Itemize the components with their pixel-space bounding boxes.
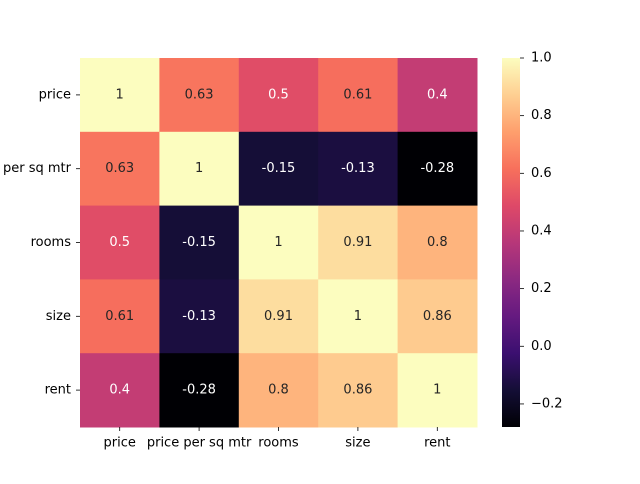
heatmap-cell	[318, 353, 399, 428]
heatmap-cell	[397, 205, 478, 280]
y-tick-label: price per sq mtr	[0, 161, 72, 176]
heatmap-cell	[80, 353, 160, 428]
heatmap-cell-label: 0.63	[185, 87, 214, 102]
heatmap-cell-label: 0.5	[109, 235, 130, 250]
heatmap-cell	[238, 353, 319, 428]
colorbar-tick-label: −0.2	[531, 396, 563, 411]
heatmap-cell-label: 0.61	[105, 309, 134, 324]
heatmap-cell-label: -0.15	[182, 235, 216, 250]
heatmap-cell-label: -0.13	[182, 309, 216, 324]
heatmap-cell	[397, 279, 478, 354]
heatmap-cell-label: 0.63	[105, 161, 134, 176]
heatmap-cell-label: 1	[116, 87, 124, 102]
heatmap-cell-label: 0.91	[343, 235, 372, 250]
heatmap-cell-label: 0.8	[268, 383, 289, 398]
x-tick-label: rent	[424, 436, 450, 451]
heatmap-cell-label: 0.86	[343, 383, 372, 398]
heatmap-cell	[80, 205, 160, 280]
colorbar-tick-label: 0.6	[531, 166, 552, 181]
x-tick-label: size	[345, 436, 370, 451]
heatmap-cell-label: -0.28	[420, 161, 454, 176]
x-tick-label: price	[104, 436, 136, 451]
y-axis-ticks: price price per sq mtr rooms size rent	[0, 87, 80, 398]
heatmap-cell-label: 0.8	[427, 235, 448, 250]
heatmap-cell-labels: 1 0.63 0.5 0.61 0.4 0.63 1 -0.15 -0.13 -0.28 0.5 -0…	[105, 87, 454, 397]
x-axis-ticks: price price per sq mtr rooms size rent	[104, 427, 451, 451]
heatmap-cell	[80, 279, 160, 354]
heatmap-cell	[318, 131, 399, 207]
y-tick-label: price	[39, 87, 71, 102]
heatmap-cell	[397, 353, 478, 428]
heatmap-cell	[159, 353, 240, 428]
colorbar-tick-label: 1.0	[531, 51, 552, 66]
colorbar-tick-label: 0.0	[531, 339, 552, 354]
x-tick-label: price per sq mtr	[147, 436, 252, 451]
x-tick-label: rooms	[258, 436, 299, 451]
y-tick-label: rooms	[31, 235, 72, 250]
heatmap-cell	[318, 279, 399, 354]
heatmap-cell	[80, 131, 160, 207]
colorbar-tick-label: 0.4	[531, 223, 552, 238]
heatmap-cell	[397, 131, 478, 207]
heatmap-cell-label: 0.4	[427, 87, 448, 102]
heatmap-cell	[238, 205, 319, 280]
heatmap-cells	[80, 58, 478, 428]
colorbar-tick-label: 0.8	[531, 108, 552, 123]
y-tick-label: rent	[45, 383, 71, 398]
colorbar: 1.0 0.8 0.6 0.4 0.2 0.0 −0.2	[502, 51, 563, 427]
heatmap-cell	[159, 205, 240, 280]
heatmap-cell-label: 1	[354, 309, 362, 324]
heatmap-cell	[397, 58, 478, 133]
heatmap-cell	[159, 279, 240, 354]
heatmap-cell-label: -0.15	[262, 161, 296, 176]
colorbar-tick-label: 0.2	[531, 281, 552, 296]
heatmap-cell-label: 1	[274, 235, 282, 250]
heatmap-cell	[159, 131, 240, 207]
heatmap-cell	[238, 279, 319, 354]
heatmap-cell-label: 0.4	[109, 383, 130, 398]
heatmap-cell-label: 1	[195, 161, 203, 176]
heatmap-cell-label: 0.5	[268, 87, 289, 102]
heatmap-cell	[80, 58, 160, 133]
heatmap-cell-label: -0.28	[182, 383, 216, 398]
heatmap-cell	[318, 58, 399, 133]
heatmap-cell-label: 0.91	[264, 309, 293, 324]
heatmap-cell	[318, 205, 399, 280]
heatmap-cell-label: 0.86	[423, 309, 452, 324]
heatmap-cell-label: -0.13	[341, 161, 375, 176]
heatmap-cell-label: 0.61	[343, 87, 372, 102]
heatmap-cell-label: 1	[433, 383, 441, 398]
colorbar-gradient	[502, 58, 520, 427]
y-tick-label: size	[46, 309, 71, 324]
heatmap-cell	[238, 58, 319, 133]
heatmap-cell	[238, 131, 319, 207]
heatmap-cell	[159, 58, 240, 133]
